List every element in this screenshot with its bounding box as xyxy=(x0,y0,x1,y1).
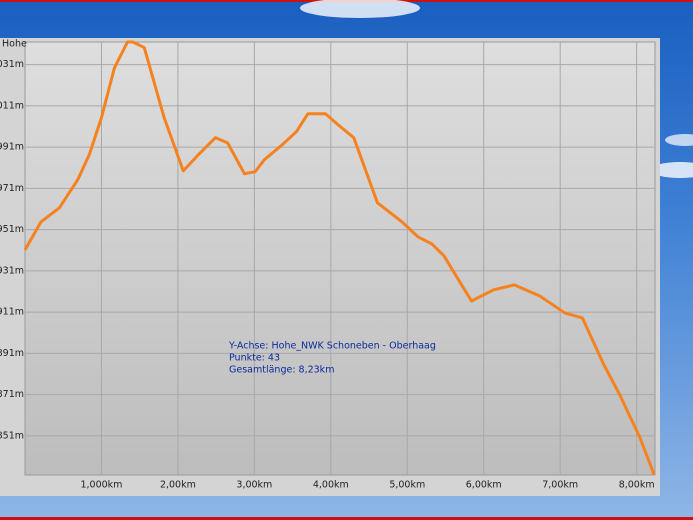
y-tick-label: 871m xyxy=(0,389,24,400)
annotation: Gesamtlänge: 8,23km xyxy=(229,365,334,376)
y-tick-label: 891m xyxy=(0,348,24,359)
y-tick-label: 971m xyxy=(0,183,24,194)
bottom-border xyxy=(0,517,693,520)
cloud xyxy=(300,0,420,18)
x-tick-label: 8,00km xyxy=(619,480,655,491)
x-tick-label: 4,00km xyxy=(313,480,349,491)
annotation: Y-Achse: Hohe_NWK Schoneben - Oberhaag xyxy=(228,341,436,352)
x-tick-label: 1,000km xyxy=(80,480,122,491)
y-tick-label: 911m xyxy=(0,307,24,318)
y-axis-title: Hohe xyxy=(2,39,27,50)
x-tick-label: 5,00km xyxy=(389,480,425,491)
x-tick-label: 6,00km xyxy=(466,480,502,491)
elevation-line xyxy=(23,40,656,476)
plot-area xyxy=(24,41,656,476)
x-tick-label: 2,00km xyxy=(160,480,196,491)
y-tick-label: 951m xyxy=(0,224,24,235)
y-tick-label: 851m xyxy=(0,430,24,441)
y-tick-label: 1011m xyxy=(0,100,24,111)
y-tick-label: 991m xyxy=(0,142,24,153)
cloud xyxy=(650,162,693,178)
y-tick-label: 931m xyxy=(0,265,24,276)
y-tick-label: 1031m xyxy=(0,59,24,70)
x-tick-label: 3,00km xyxy=(236,480,272,491)
cloud xyxy=(665,134,693,146)
x-tick-label: 7,00km xyxy=(542,480,578,491)
annotation: Punkte: 43 xyxy=(229,353,280,364)
